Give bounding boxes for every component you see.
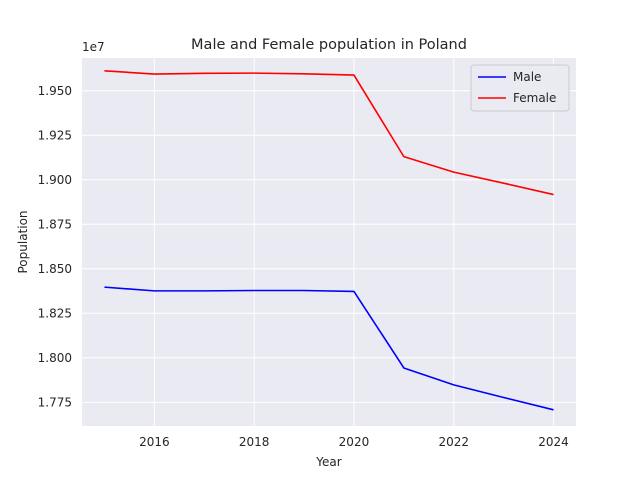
y-tick-label: 1.850: [38, 262, 72, 276]
y-tick-label: 1.900: [38, 173, 72, 187]
x-tick-label: 2016: [139, 435, 170, 449]
x-tick-label: 2024: [538, 435, 569, 449]
y-tick-label: 1.825: [38, 306, 72, 320]
y-tick-label: 1.925: [38, 128, 72, 142]
legend-label-male: Male: [513, 70, 541, 84]
plot-area: [82, 58, 576, 426]
x-axis-label: Year: [315, 455, 341, 469]
chart-title: Male and Female population in Poland: [191, 37, 467, 53]
y-axis-label: Population: [16, 210, 30, 273]
y-axis-ticks: 1.775 1.800 1.825 1.850 1.875 1.900 1.925 1.950: [38, 84, 72, 410]
x-tick-label: 2018: [239, 435, 270, 449]
legend-label-female: Female: [513, 91, 556, 105]
x-tick-label: 2020: [339, 435, 370, 449]
y-tick-label: 1.950: [38, 84, 72, 98]
y-tick-label: 1.875: [38, 217, 72, 231]
series-line-male: [104, 286, 554, 411]
series-line-female: [104, 70, 554, 196]
series-lines: [104, 70, 554, 411]
y-axis-offset-label: 1e7: [82, 40, 105, 54]
legend: Male Female: [470, 64, 570, 112]
x-tick-label: 2022: [438, 435, 469, 449]
x-axis-ticks: 2016 2018 2020 2022 2024: [139, 435, 569, 449]
y-tick-label: 1.775: [38, 395, 72, 409]
grid-lines: [82, 58, 576, 426]
y-tick-label: 1.800: [38, 351, 72, 365]
